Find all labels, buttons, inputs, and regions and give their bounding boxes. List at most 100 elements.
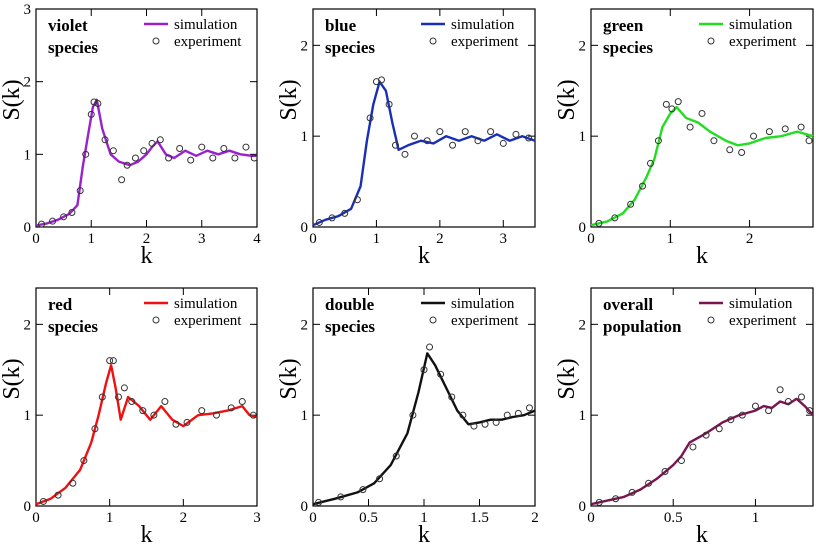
x-tick-label: 3 [500, 231, 508, 247]
experiment-point [328, 214, 336, 222]
chart-panel-3: 0 1 2 0 1 2 k S(k) green species simulationexperim… [554, 8, 814, 269]
experiment-point [628, 488, 636, 496]
experiment-point [612, 495, 620, 503]
panel-title-line: species [325, 317, 375, 336]
plot-frame [312, 8, 536, 228]
experiment-point [227, 404, 235, 412]
panel-title-line: species [325, 38, 375, 57]
experiment-point [176, 145, 184, 153]
experiment-point [436, 128, 444, 136]
experiment-point [595, 219, 603, 227]
experiment-point [140, 147, 148, 155]
experiment-point [797, 123, 805, 131]
experiment-point [123, 161, 131, 169]
experiment-point [674, 98, 682, 106]
experiment-point [461, 128, 469, 136]
panel-title-line: green [603, 16, 644, 35]
experiment-point [426, 343, 434, 351]
experiment-point [82, 150, 90, 158]
experiment-point [512, 130, 520, 138]
experiment-point [98, 393, 106, 401]
experiment-point [156, 136, 164, 144]
experiment-point [91, 425, 99, 433]
experiment-point [765, 407, 773, 415]
legend-marker-experiment [429, 316, 437, 324]
experiment-point [242, 143, 250, 151]
experiment-point [68, 208, 76, 216]
experiment-point [106, 357, 114, 365]
chart-panel-2: 0 1 2 3012kS(k)bluespeciessimulationexperim… [276, 8, 536, 269]
experiment-point [183, 418, 191, 426]
experiment-point [661, 467, 669, 475]
legend-marker-experiment [707, 37, 715, 45]
series-line-simulation [590, 105, 814, 227]
experiment-point [503, 411, 511, 419]
legend-marker-experiment [707, 316, 715, 324]
experiment-point [54, 491, 62, 499]
y-axis-label: S(k) [0, 79, 25, 120]
experiment-point [525, 404, 533, 412]
y-tick-label: 0 [579, 220, 587, 236]
y-tick-label: 0 [24, 499, 32, 515]
x-tick-label: 2 [143, 231, 151, 247]
y-axis-label: S(k) [276, 79, 302, 120]
legend-label-simulation: simulation [174, 296, 238, 312]
experiment-point [738, 149, 746, 157]
experiment-point [49, 217, 57, 225]
y-tick-label: 2 [301, 38, 309, 54]
legend-label-simulation: simulation [729, 17, 793, 33]
experiment-point [249, 411, 257, 419]
experiment-point [627, 200, 635, 208]
plot-frame [35, 287, 258, 507]
x-tick-label: 0 [587, 231, 595, 247]
experiment-point [639, 182, 647, 190]
experiment-point [449, 141, 457, 149]
experiment-point [668, 105, 676, 113]
experiment-point [805, 137, 813, 145]
y-axis-label: S(k) [276, 358, 302, 399]
legend-label-experiment: experiment [729, 313, 797, 329]
experiment-point [750, 132, 758, 140]
experiment-point [150, 411, 158, 419]
experiment-point [101, 136, 109, 144]
panel-title-line: species [48, 317, 98, 336]
series-line-simulation [35, 98, 257, 227]
legend-label-experiment: experiment [451, 313, 519, 329]
x-axis-label: k [141, 522, 153, 544]
experiment-point [139, 407, 147, 415]
experiment-point [686, 123, 694, 131]
experiment-point [765, 128, 773, 136]
experiment-point [341, 209, 349, 217]
panel-title-line: species [48, 38, 98, 57]
experiment-point [165, 154, 173, 162]
y-axis-label: S(k) [0, 358, 25, 399]
legend-label-simulation: simulation [451, 296, 515, 312]
experiment-point [611, 214, 619, 222]
legend-marker-experiment [429, 37, 437, 45]
experiment-point [198, 407, 206, 415]
experiment-point [315, 218, 323, 226]
x-axis-label: k [696, 243, 708, 269]
x-axis-label: k [696, 522, 708, 544]
experiment-point [776, 386, 784, 394]
experiment-point [60, 213, 68, 221]
experiment-point [423, 137, 431, 145]
experiment-point [514, 409, 522, 417]
experiment-point [161, 398, 169, 406]
x-tick-label: 1 [667, 231, 675, 247]
x-tick-label: 0 [587, 510, 595, 526]
experiment-point [250, 154, 258, 162]
y-tick-label: 2 [24, 75, 32, 91]
experiment-point [420, 366, 428, 374]
plot-frame [590, 8, 814, 228]
experiment-point [401, 150, 409, 158]
experiment-point [499, 139, 507, 147]
chart-panel-6: 0 0.5 1 0 1 2 k S(k) overall population simulation… [554, 287, 814, 544]
experiment-point [76, 187, 84, 195]
experiment-point [109, 357, 117, 365]
x-axis-label: k [141, 243, 153, 269]
experiment-point [90, 98, 98, 106]
series-line-simulation [35, 364, 258, 506]
experiment-point [209, 154, 217, 162]
